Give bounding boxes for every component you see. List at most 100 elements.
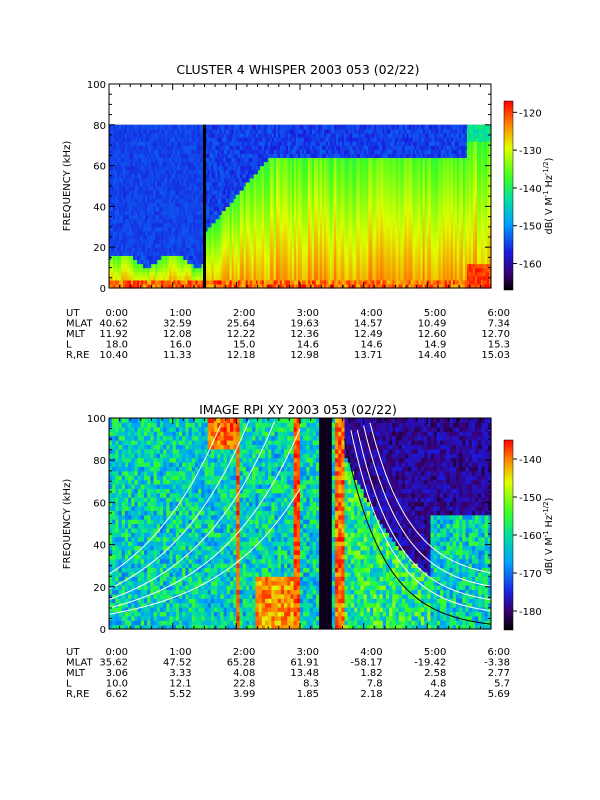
spectrogram-cell — [151, 279, 154, 285]
spectrogram-cell — [217, 173, 221, 179]
spectrogram-cell — [183, 222, 186, 228]
spectrogram-cell — [159, 202, 162, 207]
spectrogram-cell — [229, 251, 233, 256]
spectrogram-cell — [195, 275, 199, 281]
spectrogram-cell — [261, 263, 265, 269]
spectrogram-cell — [143, 251, 146, 256]
spectrogram-cell — [165, 255, 168, 261]
spectrogram-cell — [245, 202, 249, 207]
spectrogram-cell — [231, 267, 235, 273]
spectrogram-cell — [227, 132, 231, 138]
spectrogram-cell — [185, 222, 189, 228]
spectrogram-cell — [191, 153, 195, 159]
spectrogram-cell — [243, 206, 247, 212]
spectrogram-cell — [193, 181, 197, 187]
spectrogram-cell — [175, 181, 178, 187]
spectrogram-cell — [205, 137, 209, 142]
spectrogram-cell — [275, 247, 279, 252]
spectrogram-cell — [261, 128, 265, 134]
spectrogram-cell — [247, 194, 251, 199]
spectrogram-cell — [133, 169, 136, 175]
spectrogram-cell — [285, 157, 289, 163]
spectrogram-cell — [245, 161, 249, 167]
spectrogram-cell — [277, 275, 281, 281]
spectrogram-cell — [269, 275, 273, 281]
spectrogram-cell — [185, 149, 189, 154]
spectrogram-cell — [147, 263, 150, 269]
spectrogram-cell — [129, 267, 132, 273]
spectrogram-cell — [143, 243, 146, 248]
spectrogram-cell — [213, 173, 217, 179]
spectrogram-cell — [157, 173, 160, 179]
spectrogram-cell — [267, 194, 271, 199]
spectrogram-cell — [231, 230, 235, 236]
spectrogram-cell — [159, 247, 162, 252]
spectrogram-cell — [125, 222, 128, 228]
spectrogram-cell — [195, 259, 199, 265]
spectrogram-cell — [207, 194, 211, 199]
spectrogram-cell — [167, 165, 170, 171]
spectrogram-cell — [123, 128, 126, 134]
spectrogram-cell — [197, 153, 201, 159]
spectrogram-cell — [211, 153, 215, 159]
spectrogram-cell — [263, 173, 267, 179]
spectrogram-cell — [269, 149, 273, 154]
spectrogram-cell — [129, 230, 132, 236]
spectrogram-cell — [255, 165, 259, 171]
spectrogram-cell — [249, 210, 253, 216]
spectrogram-cell — [165, 251, 168, 256]
spectrogram-cell — [161, 186, 164, 191]
spectrogram-cell — [243, 128, 247, 134]
spectrogram-cell — [265, 177, 269, 183]
spectrogram-cell — [217, 255, 221, 261]
spectrogram-cell — [211, 230, 215, 236]
spectrogram-cell — [245, 137, 249, 142]
spectrogram-cell — [151, 226, 154, 232]
spectrogram-cell — [139, 263, 142, 269]
spectrogram-cell — [237, 210, 241, 216]
spectrogram-cell — [241, 267, 245, 273]
spectrogram-cell — [187, 279, 191, 285]
spectrogram-cell — [145, 230, 148, 236]
spectrogram-cell — [269, 239, 273, 244]
spectrogram-cell — [139, 267, 142, 273]
spectrogram-cell — [195, 214, 199, 220]
spectrogram-cell — [113, 181, 116, 187]
spectrogram-cell — [287, 259, 291, 265]
spectrogram-cell — [117, 247, 120, 252]
spectrogram-cell — [209, 267, 213, 273]
spectrogram-cell — [143, 161, 146, 167]
spectrogram-cell — [137, 198, 140, 203]
spectrogram-cell — [133, 190, 136, 195]
spectrogram-cell — [281, 198, 285, 203]
spectrogram-cell — [143, 157, 146, 163]
spectrogram-cell — [189, 153, 193, 159]
spectrogram-cell — [279, 243, 283, 248]
spectrogram-cell — [115, 230, 118, 236]
spectrogram-cell — [139, 222, 142, 228]
spectrogram-cell — [219, 202, 223, 207]
spectrogram-cell — [171, 214, 174, 220]
spectrogram-cell — [175, 153, 178, 159]
spectrogram-cell — [265, 247, 269, 252]
spectrogram-cell — [221, 194, 225, 199]
spectrogram-cell — [289, 279, 293, 285]
spectrogram-cell — [219, 124, 223, 130]
spectrogram-cell — [111, 194, 114, 199]
spectrogram-cell — [227, 251, 231, 256]
spectrogram-cell — [277, 271, 281, 277]
spectrogram-cell — [119, 259, 122, 265]
spectrogram-cell — [239, 165, 243, 171]
spectrogram-cell — [155, 214, 158, 220]
spectrogram-cell — [211, 247, 215, 252]
spectrogram-cell — [279, 190, 283, 195]
spectrogram-cell — [219, 214, 223, 220]
spectrogram-cell — [173, 247, 176, 252]
spectrogram-cell — [287, 275, 291, 281]
spectrogram-cell — [235, 271, 239, 277]
spectrogram-cell — [265, 279, 269, 285]
spectrogram-cell — [141, 190, 144, 195]
spectrogram-cell — [161, 141, 164, 146]
spectrogram-cell — [115, 271, 118, 277]
spectrogram-cell — [217, 137, 221, 142]
